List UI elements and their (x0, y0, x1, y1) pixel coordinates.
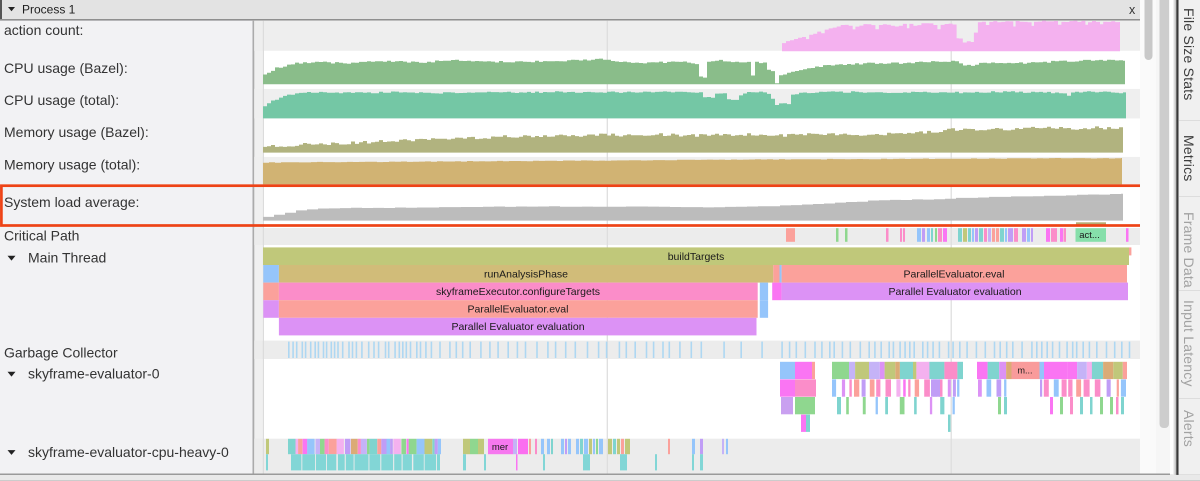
svg-text:Input Latency: Input Latency (1181, 300, 1197, 387)
svg-text:m...: m... (1018, 366, 1033, 376)
svg-text:Process 1: Process 1 (22, 3, 76, 17)
svg-text:Memory usage (total):: Memory usage (total): (4, 157, 140, 173)
svg-text:ParallelEvaluator.eval: ParallelEvaluator.eval (468, 304, 569, 316)
svg-text:buildTargets: buildTargets (668, 251, 725, 263)
svg-text:Alerts: Alerts (1181, 410, 1197, 447)
svg-text:act...: act... (1079, 230, 1100, 241)
svg-text:skyframe-evaluator-cpu-heavy-0: skyframe-evaluator-cpu-heavy-0 (28, 444, 229, 460)
svg-text:Frame Data: Frame Data (1181, 212, 1197, 288)
svg-text:System load average:: System load average: (4, 194, 139, 210)
svg-text:ParallelEvaluator.eval: ParallelEvaluator.eval (904, 268, 1005, 280)
svg-text:x: x (1129, 3, 1136, 17)
svg-text:CPU usage (total):: CPU usage (total): (4, 92, 119, 108)
svg-text:Parallel Evaluator evaluation: Parallel Evaluator evaluation (888, 286, 1021, 298)
svg-text:mer: mer (492, 442, 508, 453)
svg-text:Metrics: Metrics (1181, 135, 1197, 182)
svg-text:Critical Path: Critical Path (4, 228, 79, 244)
svg-text:skyframe-evaluator-0: skyframe-evaluator-0 (28, 366, 160, 382)
svg-text:Memory usage (Bazel):: Memory usage (Bazel): (4, 124, 149, 140)
svg-text:runAnalysisPhase: runAnalysisPhase (484, 268, 568, 280)
svg-text:Garbage Collector: Garbage Collector (4, 344, 118, 360)
svg-text:skyframeExecutor.configureTarg: skyframeExecutor.configureTargets (436, 286, 600, 298)
svg-text:action count:: action count: (4, 22, 83, 38)
svg-text:Parallel Evaluator evaluation: Parallel Evaluator evaluation (451, 321, 584, 333)
svg-text:CPU usage (Bazel):: CPU usage (Bazel): (4, 60, 128, 76)
svg-text:File Size Stats: File Size Stats (1181, 8, 1197, 100)
svg-text:Main Thread: Main Thread (28, 250, 106, 266)
